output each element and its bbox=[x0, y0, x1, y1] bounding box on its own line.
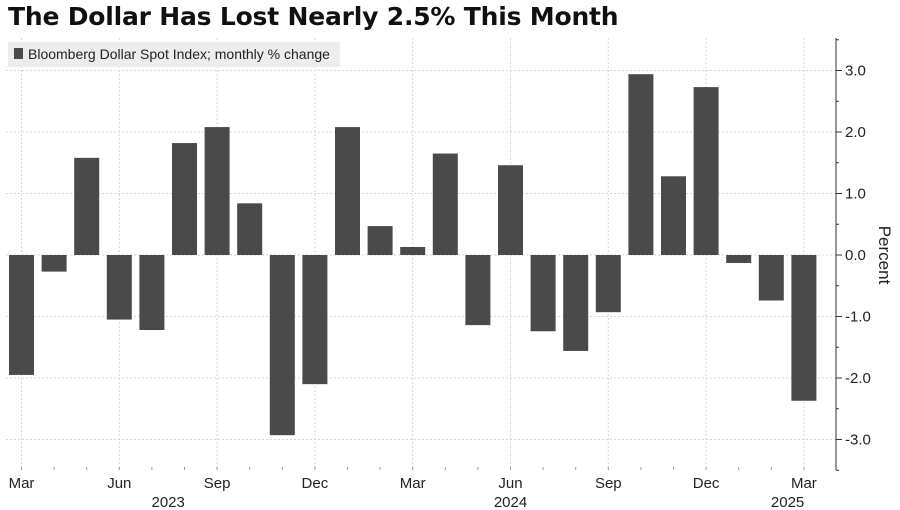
bar bbox=[9, 255, 34, 375]
bar bbox=[726, 255, 752, 263]
x-tick-label: Mar bbox=[9, 475, 35, 492]
x-year-label: 2025 bbox=[771, 494, 804, 510]
y-tick-label: 2.0 bbox=[845, 124, 866, 141]
bar bbox=[693, 87, 719, 255]
x-tick-label: Jun bbox=[498, 475, 522, 492]
bar bbox=[432, 153, 458, 255]
bar bbox=[661, 176, 686, 255]
x-year-label: 2024 bbox=[494, 494, 527, 510]
bar bbox=[628, 74, 654, 255]
bar bbox=[41, 255, 67, 272]
bar bbox=[400, 247, 426, 255]
chart-title: The Dollar Has Lost Nearly 2.5% This Mon… bbox=[8, 2, 619, 31]
bar bbox=[106, 255, 132, 320]
bar bbox=[139, 255, 165, 331]
bar bbox=[498, 165, 523, 255]
bar bbox=[758, 255, 784, 301]
bar-series bbox=[9, 74, 817, 436]
y-tick-label: -2.0 bbox=[845, 370, 871, 387]
bar bbox=[172, 143, 197, 255]
x-tick-label: Jun bbox=[107, 475, 131, 492]
bar bbox=[791, 255, 817, 401]
x-tick-label: Mar bbox=[400, 475, 426, 492]
x-axis: Mar Jun Sep Dec Mar Jun Sep Dec Mar 2023 2024 2025 bbox=[9, 467, 817, 510]
x-tick-label: Dec bbox=[302, 475, 329, 492]
x-year-label: 2023 bbox=[152, 494, 185, 510]
bar bbox=[465, 255, 491, 326]
legend: Bloomberg Dollar Spot Index; monthly % c… bbox=[8, 42, 340, 67]
bar bbox=[302, 255, 328, 385]
y-tick-label: 1.0 bbox=[845, 186, 866, 203]
legend-background bbox=[8, 42, 340, 67]
y-axis: 3.0 2.0 1.0 0.0 -1.0 -2.0 -3.0 bbox=[835, 38, 871, 471]
bar bbox=[335, 127, 360, 255]
legend-swatch bbox=[14, 48, 23, 59]
bar bbox=[204, 127, 230, 255]
x-tick-label: Sep bbox=[204, 475, 231, 492]
y-axis-label: Percent bbox=[875, 226, 894, 285]
legend-label: Bloomberg Dollar Spot Index; monthly % c… bbox=[28, 46, 330, 62]
bar bbox=[595, 255, 621, 313]
bar bbox=[74, 157, 100, 255]
bar bbox=[530, 255, 556, 332]
x-tick-label: Dec bbox=[693, 475, 720, 492]
bar bbox=[367, 226, 393, 255]
x-tick-label: Mar bbox=[791, 475, 817, 492]
bar bbox=[563, 255, 589, 351]
bar bbox=[237, 203, 263, 255]
x-tick-label: Sep bbox=[595, 475, 622, 492]
bar bbox=[269, 255, 295, 436]
y-tick-label: 0.0 bbox=[845, 247, 866, 264]
y-tick-label: -1.0 bbox=[845, 309, 871, 326]
y-tick-label: 3.0 bbox=[845, 63, 866, 80]
y-tick-label: -3.0 bbox=[845, 432, 871, 449]
